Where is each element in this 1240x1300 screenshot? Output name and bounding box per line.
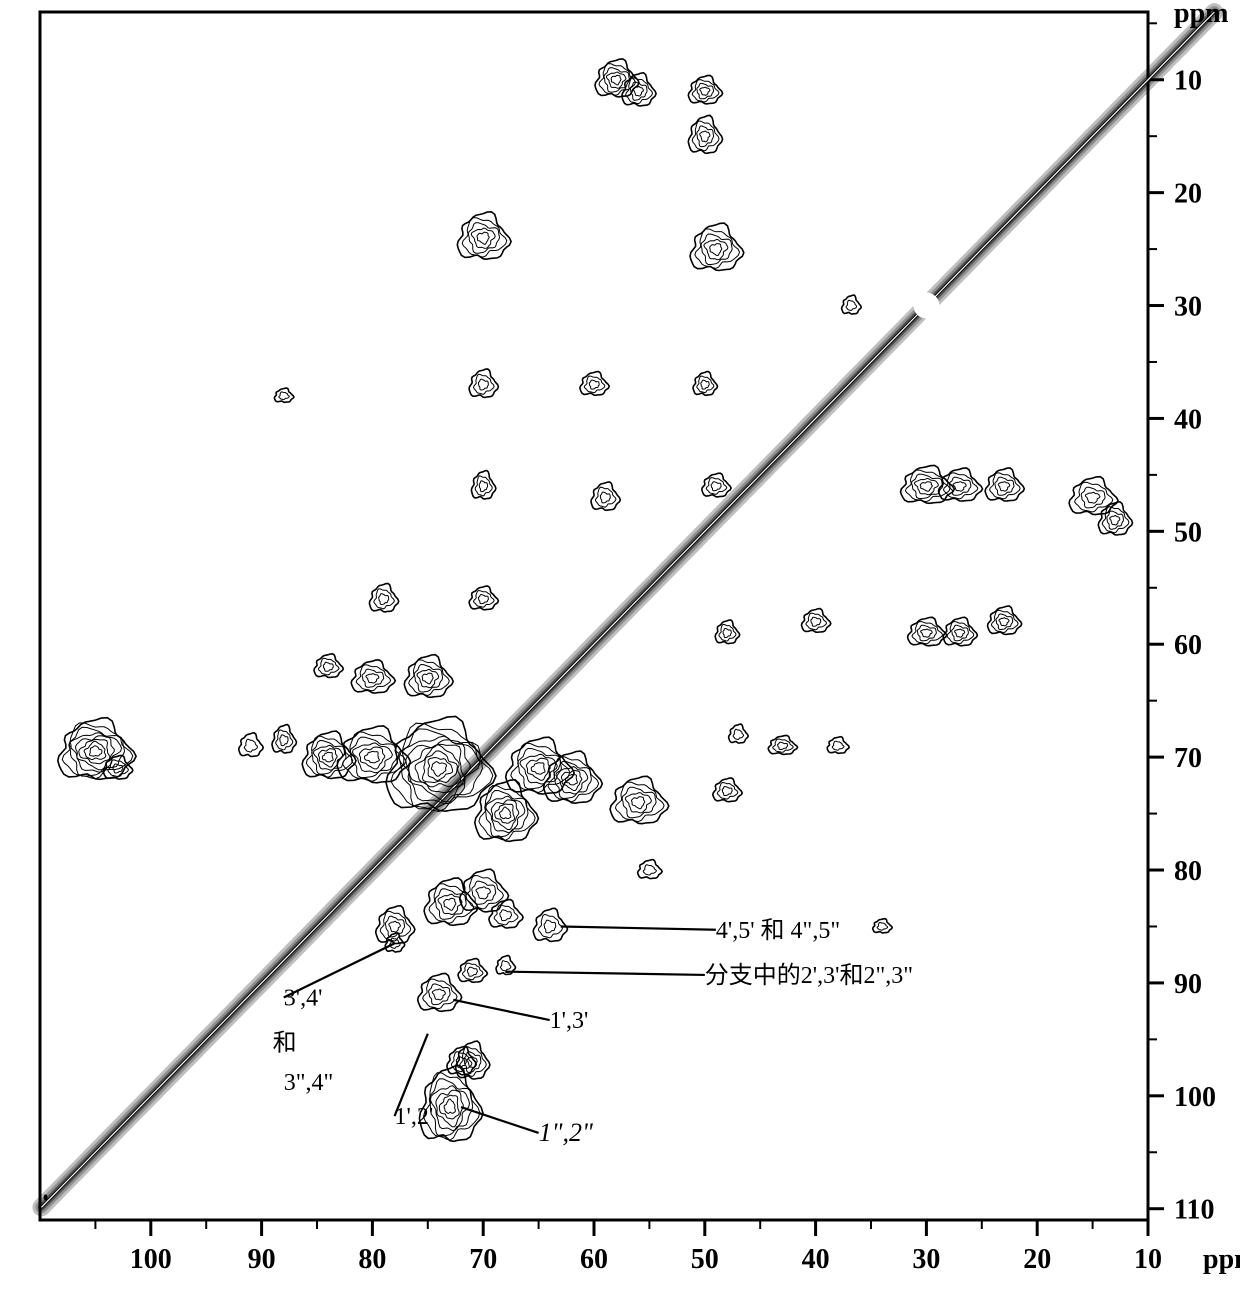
annotation-label: 和 — [273, 1030, 297, 1057]
svg-text:60: 60 — [1174, 630, 1202, 661]
svg-text:70: 70 — [1174, 743, 1202, 774]
svg-text:80: 80 — [358, 1244, 386, 1275]
svg-text:110: 110 — [1174, 1195, 1214, 1226]
svg-text:50: 50 — [691, 1244, 719, 1275]
diagonal-ridge — [41, 12, 1214, 1207]
svg-text:30: 30 — [1174, 292, 1202, 323]
svg-text:40: 40 — [1174, 404, 1202, 435]
annotation-label: 4',5' 和 4",5" — [716, 917, 840, 944]
svg-text:60: 60 — [580, 1244, 608, 1275]
annotation-label: 1",2" — [539, 1118, 593, 1147]
svg-text:20: 20 — [1174, 179, 1202, 210]
svg-text:10: 10 — [1134, 1244, 1162, 1275]
svg-text:100: 100 — [1174, 1082, 1216, 1113]
svg-text:100: 100 — [130, 1244, 172, 1275]
nmr-2d-plot: { "plot": { "type": "contour-2d-nmr", "w… — [0, 0, 1240, 1300]
annotation-label: 3',4' — [284, 985, 323, 1011]
svg-text:40: 40 — [802, 1244, 830, 1275]
annotation-label: 3",4" — [284, 1070, 334, 1096]
svg-text:80: 80 — [1174, 856, 1202, 887]
svg-text:50: 50 — [1174, 517, 1202, 548]
annotation-label: 1',2' — [395, 1104, 434, 1130]
svg-text:10: 10 — [1174, 66, 1202, 97]
annotation-label: 1',3' — [550, 1008, 589, 1034]
svg-text:90: 90 — [248, 1244, 276, 1275]
annotation-label: 分支中的2',3'和2",3" — [705, 962, 913, 989]
nmr-svg: 100 90 80 70 60 50 40 30 20 10 ppm 10 20 30 40 50 60 70 80… — [0, 0, 1240, 1300]
svg-text:70: 70 — [469, 1244, 497, 1275]
svg-text:90: 90 — [1174, 969, 1202, 1000]
svg-text:30: 30 — [912, 1244, 940, 1275]
svg-text:20: 20 — [1023, 1244, 1051, 1275]
svg-text:ppm: ppm — [1203, 1244, 1240, 1275]
